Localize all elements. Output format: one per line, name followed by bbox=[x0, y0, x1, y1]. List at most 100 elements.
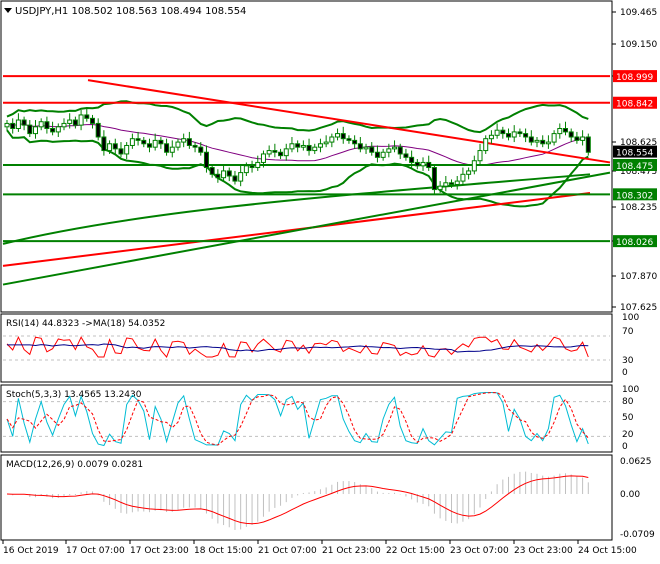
rsi-tick-label: 30 bbox=[622, 356, 634, 366]
level-label-108.475: 108.475 bbox=[616, 162, 653, 172]
candle-body bbox=[300, 144, 306, 148]
time-tick-label: 24 Oct 15:00 bbox=[578, 546, 637, 556]
level-label-108.026-box bbox=[613, 235, 657, 248]
candle-body bbox=[528, 136, 534, 143]
candle-body bbox=[420, 161, 426, 167]
candle-body bbox=[78, 114, 84, 126]
candle-body bbox=[124, 144, 130, 155]
time-axis: 16 Oct 2019 17 Oct 07:00 17 Oct 23:00 18 Oc… bbox=[2, 540, 637, 556]
candle-body bbox=[146, 143, 152, 148]
candle-body bbox=[346, 138, 352, 141]
time-tick-label: 16 Oct 2019 bbox=[3, 546, 59, 556]
candle-body bbox=[574, 136, 580, 141]
candle-body bbox=[10, 122, 16, 130]
rsi-tick-label: 0 bbox=[622, 368, 628, 378]
rsi-line bbox=[6, 335, 589, 358]
symbol-dropdown-icon[interactable] bbox=[4, 8, 12, 13]
candle-body bbox=[426, 161, 432, 169]
candle-body bbox=[317, 143, 323, 148]
candle-body bbox=[243, 165, 249, 174]
price-labels: 108.999 108.842 108.475 108.302 108.026 108.5… bbox=[613, 70, 657, 248]
candle-body bbox=[409, 156, 415, 163]
candle-body bbox=[55, 126, 61, 133]
stoch-pane bbox=[0, 384, 613, 453]
candle-body bbox=[15, 119, 21, 130]
candle-body bbox=[506, 133, 512, 138]
candle-body bbox=[386, 148, 392, 153]
rsi-indicator: 100 70 30 0 bbox=[3, 313, 639, 378]
candle-body bbox=[557, 128, 563, 135]
level-label-108.475-box bbox=[613, 158, 657, 171]
candle-body bbox=[232, 175, 238, 182]
candle-body bbox=[403, 153, 409, 158]
level-label-108.842-box bbox=[613, 96, 657, 109]
candle-body bbox=[192, 144, 198, 148]
candle-body bbox=[27, 124, 33, 135]
candle-body bbox=[363, 146, 369, 150]
bollinger-upper bbox=[6, 100, 589, 134]
candle-body bbox=[21, 119, 27, 126]
candle-body bbox=[551, 133, 557, 143]
time-tick-label: 22 Oct 15:00 bbox=[386, 546, 445, 556]
candles bbox=[4, 108, 591, 195]
candle-body bbox=[335, 133, 341, 138]
time-tick-label: 17 Oct 23:00 bbox=[130, 546, 189, 556]
candle-body bbox=[61, 122, 67, 128]
candle-body bbox=[329, 136, 335, 143]
candle-body bbox=[534, 139, 540, 143]
candle-body bbox=[44, 121, 50, 130]
candle-body bbox=[203, 151, 209, 169]
time-tick-label: 21 Oct 07:00 bbox=[258, 546, 317, 556]
stoch-signal-line bbox=[6, 392, 589, 446]
candle-body bbox=[278, 151, 284, 157]
candle-body bbox=[545, 141, 551, 145]
candle-body bbox=[517, 131, 523, 135]
candle-body bbox=[540, 139, 546, 145]
support-trendline bbox=[2, 171, 611, 286]
candle-body bbox=[511, 131, 517, 138]
candle-body bbox=[352, 139, 358, 145]
macd-pane bbox=[0, 454, 613, 541]
candle-body bbox=[580, 136, 586, 141]
level-label-108.999: 108.999 bbox=[616, 73, 653, 83]
macd-indicator: 0.0625 0.00 -0.0709 bbox=[6, 457, 655, 540]
stoch-indicator: 100 80 50 20 0 bbox=[3, 385, 639, 452]
candle-body bbox=[295, 143, 301, 148]
candle-body bbox=[175, 141, 181, 148]
candle-body bbox=[563, 128, 569, 133]
rsi-ma-line bbox=[7, 343, 589, 353]
candle-body bbox=[226, 170, 232, 177]
candle-body bbox=[129, 138, 135, 146]
candle-body bbox=[38, 121, 44, 128]
candle-body bbox=[72, 119, 78, 126]
current-price-label-box bbox=[613, 145, 657, 158]
moving-average bbox=[6, 122, 589, 166]
candle-body bbox=[483, 138, 489, 152]
macd-signal-line bbox=[6, 475, 589, 525]
candle-body bbox=[4, 122, 10, 128]
main-pane bbox=[0, 0, 613, 313]
candle-body bbox=[221, 170, 227, 179]
candle-body bbox=[568, 131, 574, 138]
stoch-tick-label: 50 bbox=[622, 413, 634, 423]
candle-body bbox=[255, 161, 261, 169]
candle-body bbox=[437, 185, 443, 191]
candle-body bbox=[272, 150, 278, 153]
candle-body bbox=[500, 129, 506, 135]
rsi-tick-label: 70 bbox=[622, 327, 634, 337]
candle-body bbox=[443, 182, 449, 187]
current-price-label: 108.554 bbox=[616, 149, 653, 159]
rsi-tick-label: 100 bbox=[622, 313, 639, 323]
long-term-ma-green bbox=[2, 173, 591, 245]
candle-body bbox=[312, 146, 318, 152]
candle-body bbox=[585, 136, 591, 153]
candle-body bbox=[158, 139, 164, 145]
candle-body bbox=[135, 138, 141, 141]
candle-body bbox=[107, 143, 113, 152]
candle-body bbox=[283, 148, 289, 157]
candle-body bbox=[112, 143, 118, 150]
macd-label: MACD(12,26,9) 0.0079 0.0281 bbox=[6, 460, 143, 470]
candle-body bbox=[397, 146, 403, 155]
stoch-tick-label: 0 bbox=[622, 442, 628, 452]
candle-body bbox=[460, 173, 466, 182]
